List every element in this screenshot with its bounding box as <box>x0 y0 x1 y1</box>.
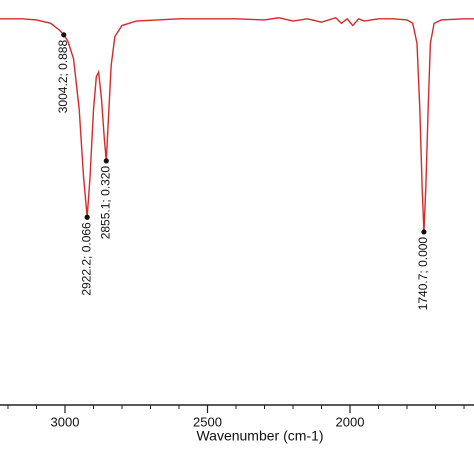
peak-marker <box>84 214 90 220</box>
peak-label: 1740.7; 0.000 <box>416 237 430 311</box>
peak-marker <box>103 158 109 164</box>
peak-label: 2922.2; 0.066 <box>79 222 93 296</box>
spectrum-line <box>0 16 474 232</box>
peak-marker <box>421 229 427 235</box>
x-axis-label: Wavenumber (cm-1) <box>196 428 323 444</box>
x-tick-label: 3000 <box>51 414 80 429</box>
x-tick-label: 2000 <box>336 414 365 429</box>
peak-label: 2855.1; 0.320 <box>98 166 112 240</box>
peak-label: 3004.2; 0.888 <box>56 40 70 114</box>
peak-marker <box>61 32 67 38</box>
x-tick-label: 2500 <box>193 414 222 429</box>
